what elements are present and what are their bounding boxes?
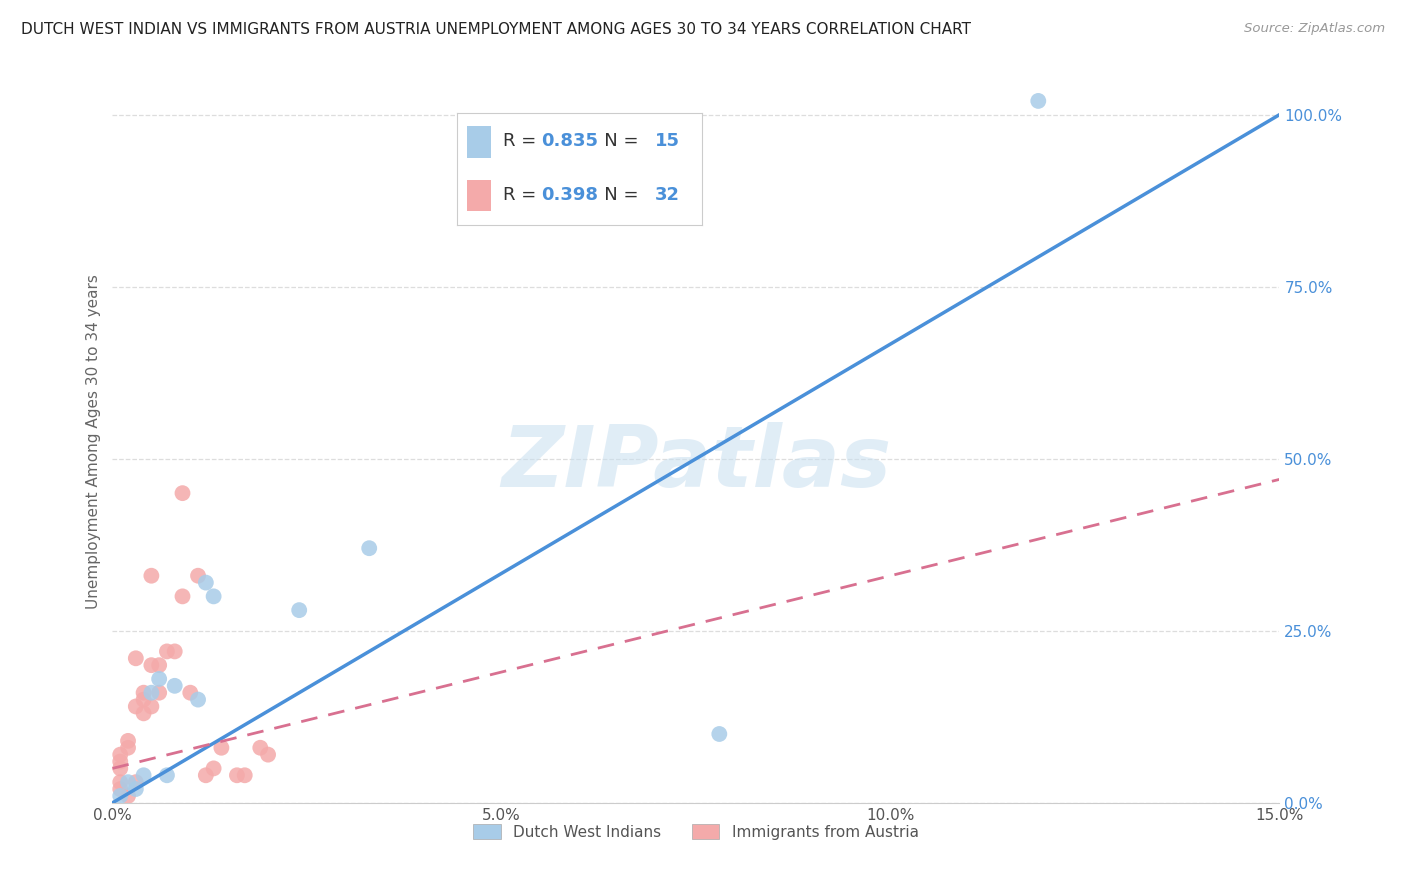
Point (148, 686, 170, 700)
Point (359, 541, 381, 556)
Point (110, 775, 132, 789)
Point (172, 486, 194, 500)
Point (110, 755, 132, 769)
Point (132, 706, 155, 721)
Text: DUTCH WEST INDIAN VS IMMIGRANTS FROM AUSTRIA UNEMPLOYMENT AMONG AGES 30 TO 34 YE: DUTCH WEST INDIAN VS IMMIGRANTS FROM AUS… (21, 22, 972, 37)
Point (110, 789, 132, 803)
Y-axis label: Unemployment Among Ages 30 to 34 years: Unemployment Among Ages 30 to 34 years (86, 274, 101, 609)
Point (187, 568, 209, 582)
Point (257, 747, 280, 762)
Point (202, 761, 225, 775)
Point (194, 768, 217, 782)
Point (156, 644, 179, 658)
Point (110, 761, 132, 775)
Point (125, 699, 148, 714)
Point (125, 775, 148, 789)
Point (288, 603, 311, 617)
Point (194, 575, 217, 590)
Point (141, 686, 163, 700)
Point (148, 658, 170, 673)
Point (117, 740, 139, 755)
Legend: Dutch West Indians, Immigrants from Austria: Dutch West Indians, Immigrants from Aust… (467, 818, 925, 846)
Point (156, 768, 179, 782)
Point (1026, 94, 1049, 108)
Point (141, 699, 163, 714)
Point (179, 686, 201, 700)
Point (132, 692, 155, 706)
Text: Source: ZipAtlas.com: Source: ZipAtlas.com (1244, 22, 1385, 36)
Point (187, 692, 209, 706)
Point (141, 568, 163, 582)
Point (249, 740, 271, 755)
Point (125, 782, 148, 797)
Point (110, 747, 132, 762)
Point (209, 740, 232, 755)
Point (163, 644, 186, 658)
Point (132, 686, 155, 700)
Text: ZIPatlas: ZIPatlas (501, 422, 891, 505)
Point (110, 782, 132, 797)
Point (117, 734, 139, 748)
Point (709, 727, 731, 741)
Point (117, 775, 139, 789)
Point (148, 672, 170, 686)
Point (202, 590, 225, 604)
Point (233, 768, 256, 782)
Point (132, 768, 155, 782)
Point (172, 590, 194, 604)
Point (125, 651, 148, 665)
Point (163, 679, 186, 693)
Point (141, 658, 163, 673)
Point (226, 768, 249, 782)
Point (117, 789, 139, 803)
